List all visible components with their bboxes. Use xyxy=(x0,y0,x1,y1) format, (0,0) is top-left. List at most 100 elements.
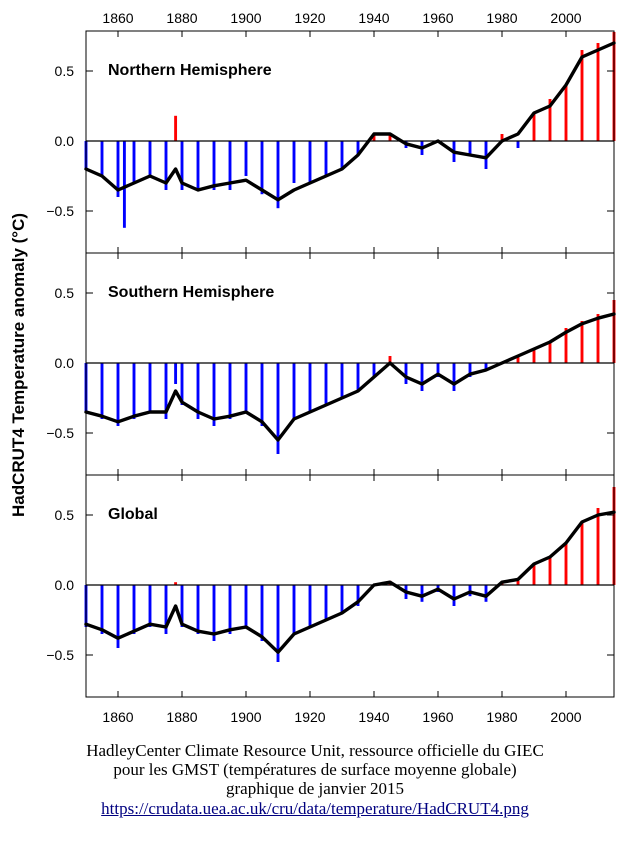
panel-1-bar-1915-15 xyxy=(292,141,296,183)
panel-3-bar-1905-12 xyxy=(260,585,264,641)
panel-1-bar-1865-4 xyxy=(132,141,136,183)
panel-3-title: Global xyxy=(108,506,158,523)
xtick-label-bottom: 2000 xyxy=(550,709,581,725)
panel-2-bar-1875-5 xyxy=(164,363,168,419)
panel-1-bar-1935-19 xyxy=(356,141,360,155)
panel-3-bar-1995-30 xyxy=(548,557,552,585)
xtick-label-top: 1900 xyxy=(230,10,261,26)
panel-1-bar-1905-13 xyxy=(260,141,264,195)
panel-3-bar-2005-32 xyxy=(580,522,584,585)
panel-1-bar-1970-26 xyxy=(468,141,472,155)
panel-1-bar-1862-3 xyxy=(122,141,126,228)
panel-3-bar-1880-7 xyxy=(180,585,184,627)
panel-2-bar-1955-22 xyxy=(420,363,424,391)
panel-3-bar-1985-28 xyxy=(516,580,520,585)
panel-2-bar-1925-16 xyxy=(324,363,328,405)
panel-2-ytick-label: 0.0 xyxy=(55,355,75,371)
panel-3-bar-1895-10 xyxy=(228,585,232,634)
panel-1-bar-1885-9 xyxy=(196,141,200,190)
panel-3-bar-1925-16 xyxy=(324,585,328,620)
panel-1-title: Northern Hemisphere xyxy=(108,62,272,79)
panel-3-bar-1855-1 xyxy=(100,585,104,634)
panel-3-bar-1890-9 xyxy=(212,585,216,641)
panel-1-bar-1975-27 xyxy=(484,141,488,169)
y-axis-label: HadCRUT4 Temperature anomaly (°C) xyxy=(9,213,28,517)
panel-1-bar-1920-16 xyxy=(308,141,312,183)
panel-2-bar-1880-7 xyxy=(180,363,184,405)
panel-1-bar-1985-29 xyxy=(516,141,520,148)
panel-1-bar-1870-5 xyxy=(148,141,152,176)
panel-3-bar-2000-31 xyxy=(564,543,568,585)
panel-3-bar-1910-13 xyxy=(276,585,280,662)
xtick-label-bottom: 1880 xyxy=(166,709,197,725)
xtick-label-top: 1960 xyxy=(422,10,453,26)
panel-1-bar-2000-32 xyxy=(564,85,568,141)
caption-line-3: graphique de janvier 2015 xyxy=(226,779,404,798)
panel-3-bar-1975-26 xyxy=(484,585,488,602)
panel-3-smoothed-curve xyxy=(84,510,616,654)
panel-1-bar-1880-8 xyxy=(180,141,184,190)
panel-1-bar-2005-33 xyxy=(580,50,584,141)
panel-2-bar-1878-6 xyxy=(174,363,178,384)
panel-3-bar-1920-15 xyxy=(308,585,312,627)
panel-3-ytick-label: 0.0 xyxy=(55,577,75,593)
xtick-label-bottom: 1860 xyxy=(102,709,133,725)
panel-3-bar-1885-8 xyxy=(196,585,200,634)
caption-line-1: HadleyCenter Climate Resource Unit, ress… xyxy=(86,741,544,760)
panel-2-bar-1890-9 xyxy=(212,363,216,426)
panel-2-bar-1885-8 xyxy=(196,363,200,419)
panel-2-title: Southern Hemisphere xyxy=(108,284,274,301)
panel-2-bar-2005-32 xyxy=(580,321,584,363)
panel-3-bar-1900-11 xyxy=(244,585,248,627)
panel-3-frame xyxy=(85,474,615,698)
panel-1-bar-1878-7 xyxy=(174,115,178,141)
panel-2-bar-2000-31 xyxy=(564,328,568,363)
panel-1-bar-1895-11 xyxy=(228,141,232,190)
panel-2-bar-1965-24 xyxy=(452,363,456,391)
panel-2-ytick-label: −0.5 xyxy=(46,425,74,441)
panel-2-bar-1940-19 xyxy=(372,363,376,377)
panel-2-bar-1900-11 xyxy=(244,363,248,412)
xtick-label-bottom: 1900 xyxy=(230,709,261,725)
panel-2-smoothed-curve xyxy=(84,312,616,442)
panel-3-bar-1965-24 xyxy=(452,585,456,606)
xtick-label-top: 1860 xyxy=(102,10,133,26)
panel-1-ytick-label: −0.5 xyxy=(46,203,74,219)
panel-3-ytick-label: 0.5 xyxy=(55,507,75,523)
panel-2-bar-1995-30 xyxy=(548,342,552,363)
panel-1-bar-1930-18 xyxy=(340,141,344,169)
panel-2-bar-1910-13 xyxy=(276,363,280,454)
panel-1-bar-1995-31 xyxy=(548,99,552,141)
panel-2-ytick-label: 0.5 xyxy=(55,285,75,301)
panel-2-bar-1960-23 xyxy=(436,363,440,377)
xtick-label-top: 1880 xyxy=(166,10,197,26)
panel-2-bar-1970-25 xyxy=(468,363,472,377)
xtick-label-top: 1940 xyxy=(358,10,389,26)
panel-2-bar-1920-15 xyxy=(308,363,312,412)
panel-3-bar-1990-29 xyxy=(532,564,536,585)
xtick-label-bottom: 1940 xyxy=(358,709,389,725)
xtick-label-top: 1920 xyxy=(294,10,325,26)
xtick-label-top: 1980 xyxy=(486,10,517,26)
panel-2-bar-1950-21 xyxy=(404,363,408,384)
panel-2-bar-2010-33 xyxy=(596,314,600,363)
panel-3-bar-1935-18 xyxy=(356,585,360,606)
panel-3-bar-1875-5 xyxy=(164,585,168,634)
panel-2-bar-1905-12 xyxy=(260,363,264,426)
panel-3-bar-1878-6 xyxy=(174,582,178,585)
panel-1-bar-1875-6 xyxy=(164,141,168,190)
panel-2-bar-1990-29 xyxy=(532,349,536,363)
panel-1-ytick-label: 0.0 xyxy=(55,133,75,149)
panel-2-bar-1945-20 xyxy=(388,356,392,363)
caption-source-link-row: https://crudata.uea.ac.uk/cru/data/tempe… xyxy=(0,799,630,818)
caption-source-link[interactable]: https://crudata.uea.ac.uk/cru/data/tempe… xyxy=(101,799,529,818)
panel-2-bar-1935-18 xyxy=(356,363,360,391)
panel-3-bar-2010-33 xyxy=(596,508,600,585)
panel-3-bar-1955-22 xyxy=(420,585,424,602)
panel-2-bar-1865-3 xyxy=(132,363,136,419)
panel-2-bar-1975-26 xyxy=(484,363,488,370)
panel-1-smoothed-curve xyxy=(84,41,616,202)
panel-1-bar-1980-28 xyxy=(500,134,504,141)
panel-2-bar-1895-10 xyxy=(228,363,232,419)
panel-3-bar-1865-3 xyxy=(132,585,136,634)
